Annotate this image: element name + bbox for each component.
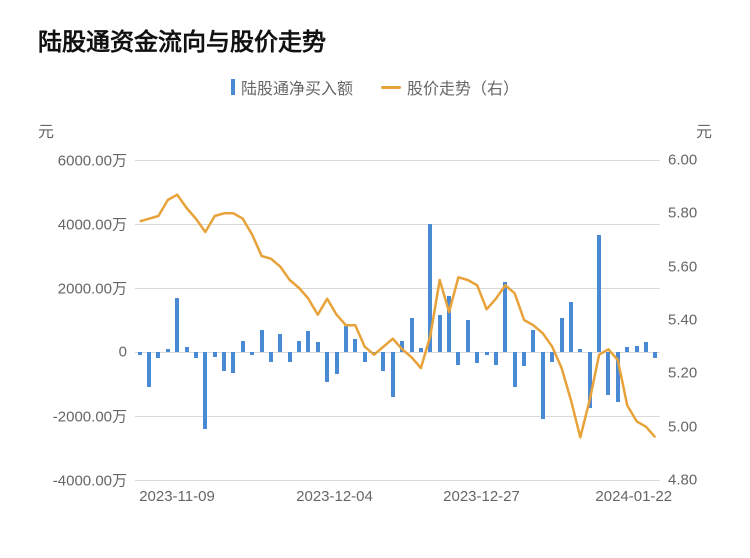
x-tick: 2023-12-27 [443,488,520,505]
y-left-tick: 2000.00万 [58,278,127,299]
x-tick: 2024-01-22 [595,488,672,505]
x-tick: 2023-12-04 [296,488,373,505]
right-axis-unit: 元 [696,118,712,142]
y-right-tick: 6.00 [668,152,697,169]
y-left-tick: -4000.00万 [53,470,127,491]
y-left-tick: 4000.00万 [58,214,127,235]
price-line [140,195,656,438]
x-tick: 2023-11-09 [139,488,215,505]
left-axis-unit: 元 [38,118,54,142]
legend-item-line: 股价走势（右） [381,75,519,99]
legend-item-bar: 陆股通净买入额 [231,75,353,99]
legend: 陆股通净买入额 股价走势（右） [0,75,750,99]
y-right-tick: 5.60 [668,258,697,275]
y-left-tick: 6000.00万 [58,150,127,171]
chart-title: 陆股通资金流向与股价走势 [0,0,750,57]
line-series [135,160,660,480]
bar-marker-icon [231,79,235,95]
y-right-tick: 5.40 [668,312,697,329]
y-right-tick: 5.80 [668,205,697,222]
y-left-tick: 0 [119,344,127,361]
legend-bar-label: 陆股通净买入额 [241,75,353,99]
legend-line-label: 股价走势（右） [407,75,519,99]
y-right-tick: 5.20 [668,365,697,382]
y-right-tick: 5.00 [668,418,697,435]
plot-area: 6000.00万4000.00万2000.00万0-2000.00万-4000.… [135,160,660,480]
grid-line [135,480,660,481]
line-marker-icon [381,86,401,89]
y-right-tick: 4.80 [668,472,697,489]
y-left-tick: -2000.00万 [53,406,127,427]
